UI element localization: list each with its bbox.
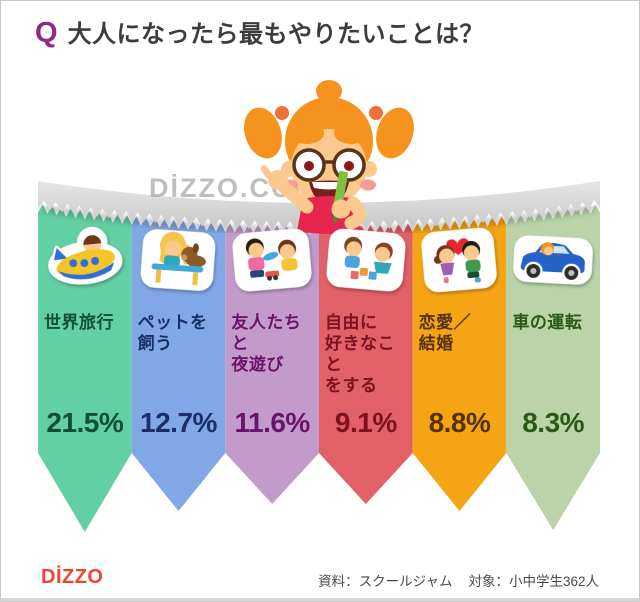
right-hand <box>331 199 351 219</box>
kids-blocks-icon <box>326 228 406 292</box>
ribbon-label: 恋愛／ 結婚 <box>418 313 472 353</box>
footer-source: 資料：スクールジャム 対象：小中学生362人 <box>318 570 599 590</box>
left-fist <box>268 170 288 190</box>
ribbon-value: 21.5% <box>46 407 124 438</box>
thumb <box>260 165 273 179</box>
ribbon-6 <box>506 204 600 530</box>
right-arm <box>344 196 366 230</box>
girl-with-pet-icon <box>140 229 216 291</box>
ribbon-3 <box>225 223 319 505</box>
ribbon-4 <box>319 223 413 505</box>
ribbon-1 <box>38 204 132 532</box>
ribbon-label: 友人たちと 夜遊び <box>231 313 302 374</box>
hair-tuft <box>316 80 342 102</box>
hair-tie <box>369 106 383 120</box>
bottom-divider <box>1 598 639 601</box>
fringe <box>334 122 368 144</box>
left-pigtail <box>244 107 282 159</box>
page-title: 大人になったら最もやりたいことは？ <box>67 21 485 48</box>
couple-heart-icon <box>421 227 497 293</box>
ribbon-value: 9.1% <box>334 407 397 438</box>
fringe <box>290 122 324 144</box>
left-arm <box>277 180 314 214</box>
eye <box>304 161 314 171</box>
target-label: 対象：小中学生362人 <box>468 574 599 589</box>
ribbon-label: 車の運転 <box>512 313 583 332</box>
q-mark: Q <box>35 17 58 49</box>
ribbon-value: 11.6% <box>234 407 310 438</box>
ribbon-layer <box>38 204 600 532</box>
hair-tie <box>275 106 289 120</box>
page-header: Q 大人になったら最もやりたいことは？ <box>35 16 484 52</box>
blush <box>360 179 376 191</box>
car-driving-icon <box>513 235 593 285</box>
ribbon-label: 世界旅行 <box>44 313 114 332</box>
airplane-kid-icon <box>48 226 123 285</box>
eye <box>344 161 354 171</box>
friends-playing-icon <box>232 228 312 292</box>
dizzo-logo: DİZZO <box>41 566 104 588</box>
ribbon-value: 8.8% <box>428 407 491 438</box>
source-label: 資料：スクールジャム <box>318 574 453 589</box>
ribbon-label: 自由に 好きなこと をする <box>325 313 395 395</box>
girl-mascot-illustration <box>244 80 414 234</box>
ribbon-value: 12.7% <box>140 407 217 438</box>
ribbon-value: 8.3% <box>522 407 585 438</box>
ribbon-label: ペットを 飼う <box>137 313 208 353</box>
right-pigtail <box>376 107 414 159</box>
